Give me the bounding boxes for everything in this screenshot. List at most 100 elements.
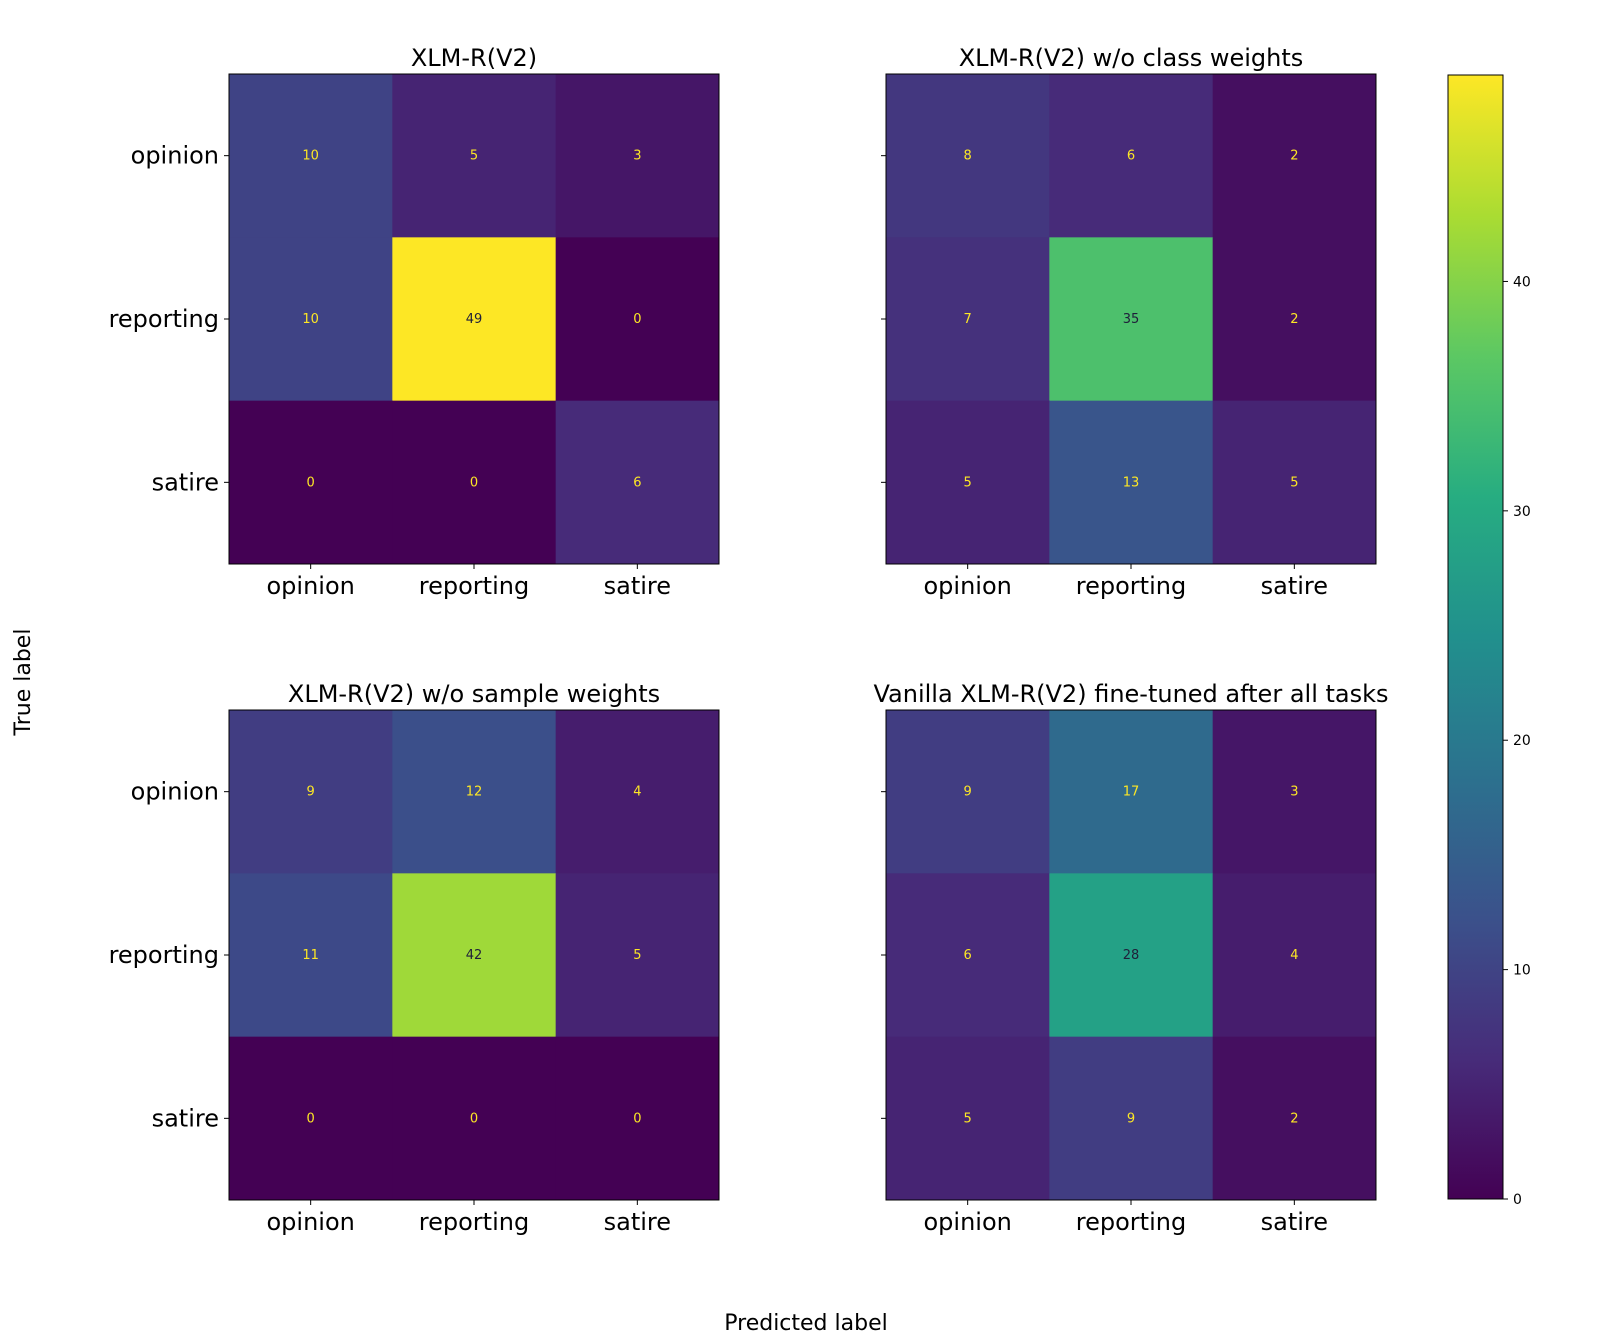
y-tick-label: satire [152, 468, 219, 496]
cell-value-label: 3 [633, 149, 641, 164]
heatmap-cell [229, 237, 393, 402]
cell-value-label: 10 [302, 149, 319, 164]
x-tick-label: satire [604, 1208, 671, 1236]
colorbar: 0 10 20 30 40 [1447, 74, 1531, 1208]
cell-value-label: 5 [633, 948, 641, 963]
cell-value-label: 6 [1127, 149, 1135, 164]
heatmap-cell [555, 237, 720, 402]
x-tick-label: satire [1261, 572, 1328, 600]
heatmap-cell [886, 74, 1050, 238]
cell-value-label: 9 [1127, 1111, 1135, 1126]
cell-value-label: 4 [633, 785, 641, 800]
y-tick-label: opinion [131, 142, 219, 170]
cell-value-label: 6 [633, 475, 641, 490]
heatmap-cell [392, 400, 557, 565]
heatmap-cell [1049, 400, 1214, 565]
heatmap-cell [555, 1036, 720, 1201]
cell-value-label: 0 [307, 1111, 315, 1126]
cell-value-label: 2 [1290, 1111, 1298, 1126]
heatmap-title: XLM-R(V2) w/o class weights [959, 44, 1304, 72]
cell-value-label: 9 [964, 785, 972, 800]
cell-value-label: 0 [470, 475, 478, 490]
heatmap-cell [229, 1036, 393, 1201]
heatmap-cell [1049, 237, 1214, 402]
colorbar-tick-label: 20 [1513, 733, 1531, 749]
colorbar-tick-label: 30 [1513, 504, 1531, 520]
x-tick-label: opinion [923, 1208, 1011, 1236]
colorbar-tick-label: 0 [1513, 1192, 1522, 1208]
heatmap-title: Vanilla XLM-R(V2) fine-tuned after all t… [873, 680, 1388, 708]
heatmap-cell [1049, 1036, 1214, 1201]
cell-value-label: 2 [1290, 312, 1298, 327]
heatmap-cell [229, 710, 393, 874]
cell-value-label: 4 [1290, 948, 1298, 963]
cell-value-label: 42 [466, 948, 483, 963]
heatmap-title: XLM-R(V2) [411, 44, 537, 72]
x-tick-label: opinion [266, 1208, 354, 1236]
x-tick-label: reporting [1076, 1208, 1186, 1236]
y-tick-label: satire [152, 1104, 219, 1132]
heatmap-cell [555, 74, 720, 238]
y-tick-label: reporting [109, 941, 219, 969]
heatmap-panel: 9 17 3 6 28 4 5 9 2 Vanilla XLM-R(V2) fine-tuned … [873, 680, 1388, 1236]
y-tick-label: opinion [131, 778, 219, 806]
heatmap-cell [886, 873, 1050, 1038]
heatmap-cell [1212, 710, 1377, 874]
heatmap-cell [1212, 873, 1377, 1038]
x-tick-label: satire [1261, 1208, 1328, 1236]
cell-value-label: 28 [1123, 948, 1140, 963]
colorbar-tick-label: 10 [1513, 963, 1531, 979]
heatmap-cell [555, 710, 720, 874]
cell-value-label: 0 [633, 312, 641, 327]
heatmap-cell [392, 1036, 557, 1201]
heatmap-cell [229, 74, 393, 238]
cell-value-label: 17 [1123, 785, 1140, 800]
cell-value-label: 13 [1123, 475, 1140, 490]
cell-value-label: 0 [470, 1111, 478, 1126]
heatmap-panel: 8 6 2 7 35 2 5 13 5 XLM-R(V2) w/o class weights op… [881, 44, 1377, 600]
x-tick-label: opinion [266, 572, 354, 600]
heatmap-cell [1049, 710, 1214, 874]
x-tick-label: reporting [419, 1208, 529, 1236]
heatmap-cell [229, 873, 393, 1038]
heatmap-cell [555, 873, 720, 1038]
heatmap-cell [886, 237, 1050, 402]
heatmap-cell [1049, 74, 1214, 238]
figure-y-label: True label [11, 629, 36, 737]
heatmap-cell [886, 710, 1050, 874]
heatmap-cell [392, 873, 557, 1038]
heatmap-cell [1212, 74, 1377, 238]
x-tick-label: reporting [1076, 572, 1186, 600]
cell-value-label: 5 [470, 149, 478, 164]
heatmap-cell [392, 710, 557, 874]
x-tick-label: opinion [923, 572, 1011, 600]
x-tick-label: satire [604, 572, 671, 600]
heatmap-cell [1212, 1036, 1377, 1201]
cell-value-label: 11 [302, 948, 319, 963]
colorbar-gradient [1447, 74, 1504, 1200]
heatmap-cell [229, 400, 393, 565]
heatmap-cell [392, 74, 557, 238]
heatmap-cell [1212, 237, 1377, 402]
heatmap-panel: 10 5 3 10 49 0 0 0 6 XLM-R(V2) opinion reporting sat… [109, 44, 720, 600]
cell-value-label: 3 [1290, 785, 1298, 800]
cell-value-label: 7 [964, 312, 972, 327]
heatmap-title: XLM-R(V2) w/o sample weights [288, 680, 660, 708]
cell-value-label: 2 [1290, 149, 1298, 164]
heatmap-cell [555, 400, 720, 565]
heatmap-cell [1212, 400, 1377, 565]
x-tick-label: reporting [419, 572, 529, 600]
heatmap-panels: 10 5 3 10 4 9 0 0 0 6 XLM-R(V2) opinion reporting sat… [109, 44, 1389, 1236]
cell-value-label: 5 [1290, 475, 1298, 490]
figure-x-label: Predicted label [724, 1311, 887, 1336]
cell-value-label: 12 [466, 785, 483, 800]
cell-value-label: 0 [633, 1111, 641, 1126]
cell-value-label: 8 [964, 149, 972, 164]
cell-value-label: 5 [964, 475, 972, 490]
cell-value-label: 6 [964, 948, 972, 963]
y-tick-label: reporting [109, 305, 219, 333]
heatmap-cell [1049, 873, 1214, 1038]
cell-value-label: 10 [302, 312, 319, 327]
heatmap-cell [392, 237, 557, 402]
